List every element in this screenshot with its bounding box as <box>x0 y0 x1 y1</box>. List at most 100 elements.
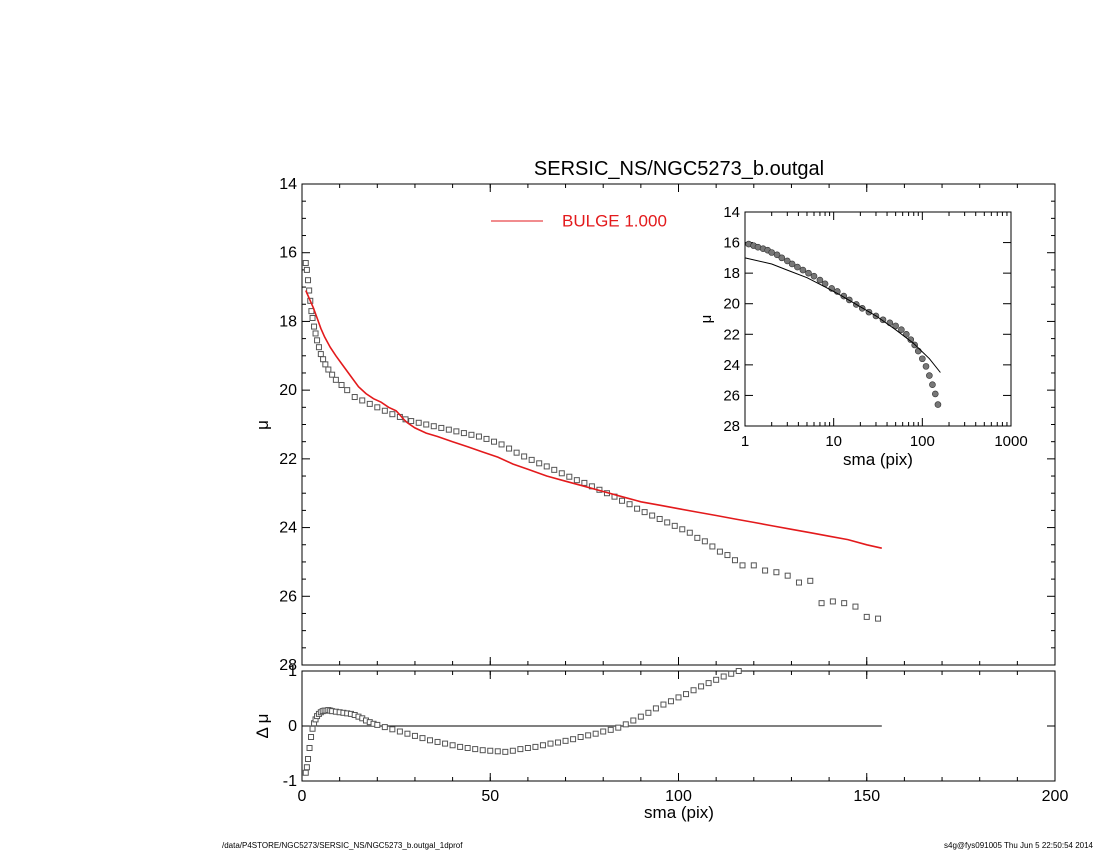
y-tick-label: 24 <box>279 520 297 537</box>
y-tick-label: 24 <box>723 357 740 374</box>
data-point <box>934 401 942 408</box>
inset-plot-frame <box>744 211 1012 427</box>
y-tick-label: 22 <box>279 451 297 468</box>
data-point <box>309 725 316 732</box>
data-point <box>664 519 671 526</box>
data-point <box>332 376 339 383</box>
data-point <box>701 538 708 545</box>
data-point <box>634 505 641 512</box>
data-point <box>314 337 321 344</box>
data-point <box>502 748 509 755</box>
data-point <box>539 742 546 749</box>
data-point <box>773 251 781 259</box>
x-tick-label: 50 <box>481 788 499 805</box>
y-tick-label: 28 <box>723 418 740 435</box>
inset-y-axis-label: μ <box>698 315 715 324</box>
data-point <box>720 673 727 680</box>
data-point <box>607 726 614 733</box>
data-point <box>600 728 607 735</box>
y-tick-label: -1 <box>283 773 297 790</box>
data-point <box>359 397 366 404</box>
data-point <box>442 740 449 747</box>
main-y-axis-label: μ <box>253 420 272 430</box>
data-point <box>302 260 309 267</box>
y-tick-label: 20 <box>279 382 297 399</box>
data-point <box>829 598 836 605</box>
data-point <box>694 534 701 541</box>
data-point <box>543 463 550 470</box>
y-tick-label: 18 <box>279 313 297 330</box>
series-line <box>744 257 941 373</box>
x-tick-label: 200 <box>1042 788 1069 805</box>
data-point <box>305 756 312 762</box>
data-point <box>626 501 633 508</box>
data-point <box>637 713 644 720</box>
data-point <box>303 266 310 273</box>
data-point <box>735 668 742 674</box>
data-point <box>302 769 309 776</box>
data-point <box>622 721 629 728</box>
inset-axes-ticks: 1 10 100 1000 14 16 18 20 22 24 26 28 <box>723 204 1027 450</box>
data-point <box>795 579 802 586</box>
data-point <box>309 314 316 321</box>
data-point <box>487 747 494 754</box>
data-point <box>415 419 422 426</box>
data-point <box>509 747 516 754</box>
data-point <box>494 748 501 755</box>
data-point <box>374 721 381 728</box>
x-tick-label: 100 <box>910 433 935 450</box>
data-point <box>315 344 322 351</box>
data-point <box>536 460 543 467</box>
y-tick-label: 26 <box>279 588 297 605</box>
data-point <box>453 428 460 435</box>
data-point <box>810 272 818 280</box>
data-point <box>929 381 936 389</box>
data-point <box>411 732 418 739</box>
y-tick-label: 16 <box>279 245 297 262</box>
data-point <box>329 371 336 378</box>
data-point <box>434 738 441 745</box>
y-tick-label: 28 <box>279 657 297 674</box>
data-point <box>713 676 720 683</box>
data-point <box>464 745 471 751</box>
data-point <box>649 512 656 519</box>
data-point <box>773 569 780 576</box>
data-point <box>705 680 712 687</box>
data-point <box>419 735 426 742</box>
y-tick-label: 20 <box>723 296 740 313</box>
data-point <box>555 739 562 746</box>
data-point <box>528 456 535 463</box>
data-point <box>305 277 312 284</box>
data-point <box>762 567 769 574</box>
data-point <box>788 260 796 268</box>
data-point <box>619 497 626 504</box>
data-point <box>506 445 513 452</box>
data-point <box>879 316 887 324</box>
data-point <box>366 400 373 407</box>
data-point <box>690 687 697 694</box>
residual-y-axis-label: Δ μ <box>253 714 272 739</box>
data-point <box>816 276 824 284</box>
data-point <box>784 572 791 579</box>
data-point <box>381 724 388 731</box>
x-tick-label: 100 <box>665 788 692 805</box>
data-point <box>381 407 388 414</box>
chart-title: SERSIC_NS/NGC5273_b.outgal <box>534 158 824 180</box>
x-tick-label: 0 <box>298 788 307 805</box>
y-tick-label: 1 <box>288 663 297 680</box>
data-point <box>483 435 490 442</box>
data-point <box>513 449 520 456</box>
y-tick-label: 22 <box>723 326 740 343</box>
data-point <box>656 515 663 522</box>
inset-plot-series <box>744 240 942 408</box>
data-point <box>558 470 565 477</box>
data-point <box>652 705 659 712</box>
inset-x-axis-label: sma (pix) <box>843 450 913 469</box>
data-point <box>919 355 926 363</box>
data-point <box>660 701 667 708</box>
data-point <box>585 732 592 739</box>
x-axis-label: sma (pix) <box>644 803 714 822</box>
data-point <box>374 404 381 411</box>
data-point <box>645 709 652 716</box>
